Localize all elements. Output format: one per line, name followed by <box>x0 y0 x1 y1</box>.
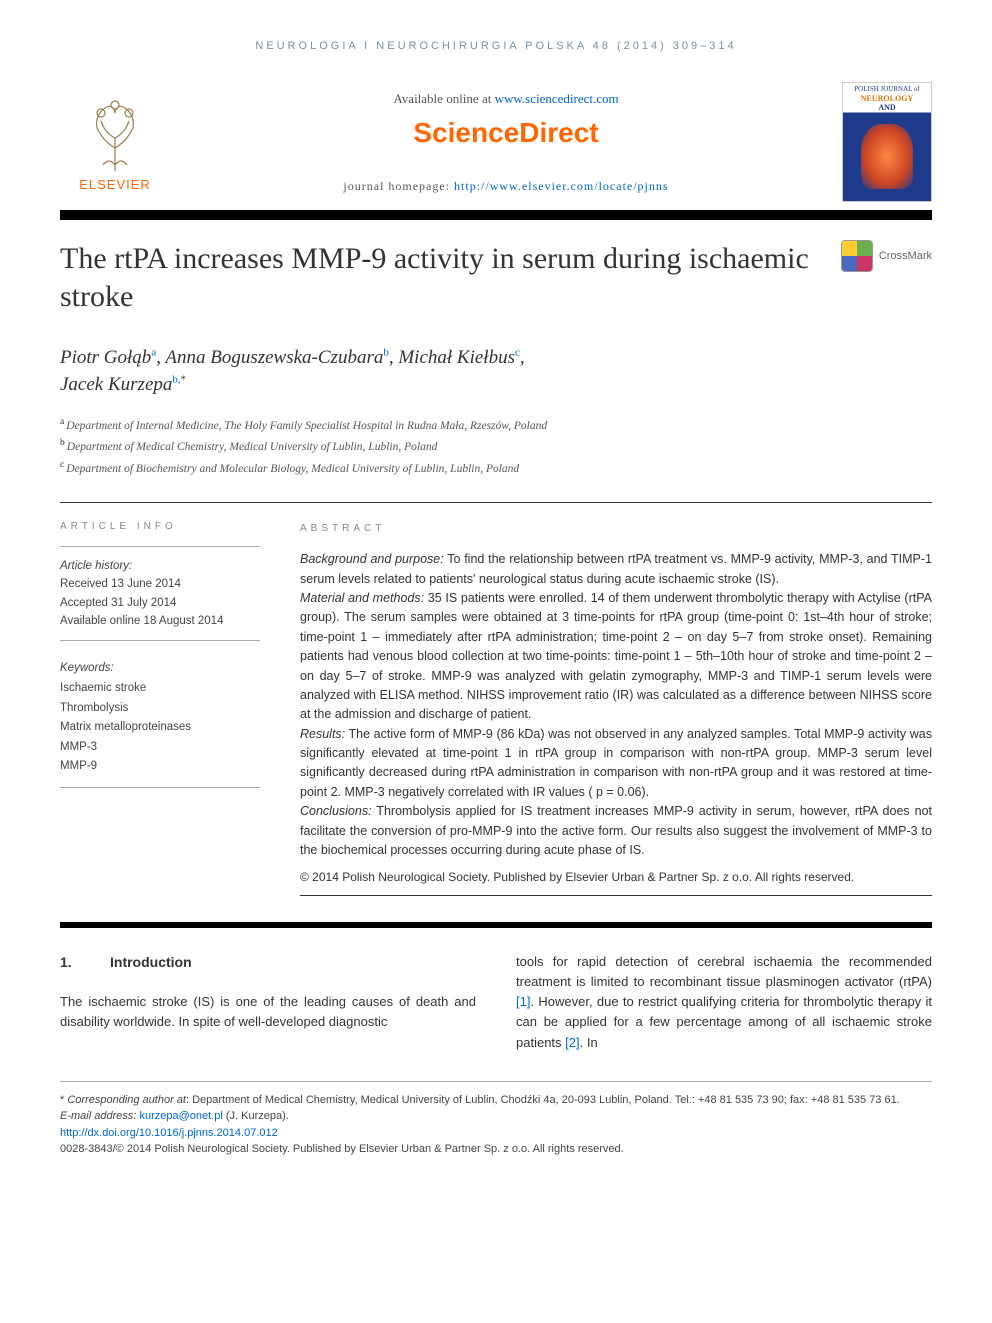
author: Anna Boguszewska-Czubarab <box>165 347 388 368</box>
elsevier-tree-icon <box>75 93 155 173</box>
author: Piotr Gołąba <box>60 347 156 368</box>
section-number: 1. <box>60 952 110 974</box>
author-list: Piotr Gołąba, Anna Boguszewska-Czubarab,… <box>60 345 932 398</box>
footnotes: * Corresponding author at: Department of… <box>60 1081 932 1158</box>
section-heading: 1.Introduction <box>60 952 476 974</box>
keywords-block: Keywords: Ischaemic strokeThrombolysisMa… <box>60 659 260 787</box>
publisher-logo[interactable]: ELSEVIER <box>60 82 170 202</box>
abstract-results: Results: The active form of MMP-9 (86 kD… <box>300 725 932 803</box>
abstract-bottom-rule <box>300 895 932 896</box>
corr-prefix: Corresponding author at <box>67 1094 186 1106</box>
available-online: Available online at www.sciencedirect.co… <box>190 91 822 107</box>
mid-black-rule <box>60 922 932 928</box>
con-label: Conclusions: <box>300 804 372 818</box>
history-received: Received 13 June 2014 <box>60 575 260 593</box>
cover-line2: NEUROLOGY <box>846 94 928 103</box>
author: Michał Kiełbusc <box>398 347 520 368</box>
ref-link-2[interactable]: [2] <box>565 1035 579 1050</box>
journal-homepage: journal homepage: http://www.elsevier.co… <box>190 179 822 194</box>
abstract-label: ABSTRACT <box>300 521 932 537</box>
email-label: E-mail address: <box>60 1110 139 1122</box>
keyword: Ischaemic stroke <box>60 679 260 699</box>
journal-cover-thumbnail[interactable]: POLISH JOURNAL of NEUROLOGY AND NEUROSUR… <box>842 82 932 202</box>
affiliation: cDepartment of Biochemistry and Molecula… <box>60 457 932 478</box>
abstract-background: Background and purpose: To find the rela… <box>300 550 932 589</box>
title-row: The rtPA increases MMP-9 activity in ser… <box>60 240 932 315</box>
corr-text: : Department of Medical Chemistry, Medic… <box>186 1094 900 1106</box>
body-col-2: tools for rapid detection of cerebral is… <box>516 952 932 1053</box>
corresponding-author: * Corresponding author at: Department of… <box>60 1092 932 1109</box>
col2-a: tools for rapid detection of cerebral is… <box>516 954 932 989</box>
abstract-column: ABSTRACT Background and purpose: To find… <box>300 521 932 896</box>
res-text: The active form of MMP-9 (86 kDa) was no… <box>300 727 932 799</box>
info-abstract-row: ARTICLE INFO Article history: Received 1… <box>60 502 932 896</box>
available-prefix: Available online at <box>393 91 494 106</box>
res-label: Results: <box>300 727 345 741</box>
body-columns: 1.Introduction The ischaemic stroke (IS)… <box>60 952 932 1053</box>
ref-link-1[interactable]: [1] <box>516 994 530 1009</box>
email-line: E-mail address: kurzepa@onet.pl (J. Kurz… <box>60 1108 932 1125</box>
email-link[interactable]: kurzepa@onet.pl <box>139 1110 222 1122</box>
keyword: Matrix metalloproteinases <box>60 718 260 738</box>
keyword: Thrombolysis <box>60 699 260 719</box>
article-history: Article history: Received 13 June 2014 A… <box>60 546 260 642</box>
col2-c: . In <box>580 1035 598 1050</box>
publisher-name: ELSEVIER <box>79 177 151 192</box>
crossmark-widget[interactable]: CrossMark <box>841 240 932 272</box>
affiliation-list: aDepartment of Internal Medicine, The Ho… <box>60 414 932 478</box>
history-title: Article history: <box>60 557 260 575</box>
con-text: Thrombolysis applied for IS treatment in… <box>300 804 932 857</box>
history-online: Available online 18 August 2014 <box>60 612 260 630</box>
mm-label: Material and methods: <box>300 591 424 605</box>
keyword: MMP-9 <box>60 757 260 777</box>
issn-copyright: 0028-3843/© 2014 Polish Neurological Soc… <box>60 1141 932 1158</box>
body-col-1: 1.Introduction The ischaemic stroke (IS)… <box>60 952 476 1053</box>
abstract-methods: Material and methods: 35 IS patients wer… <box>300 589 932 725</box>
cover-line1: POLISH JOURNAL of <box>846 86 928 94</box>
sciencedirect-url[interactable]: www.sciencedirect.com <box>495 91 619 106</box>
masthead: ELSEVIER Available online at www.science… <box>60 82 932 202</box>
crossmark-icon <box>841 240 873 272</box>
body-col2-text: tools for rapid detection of cerebral is… <box>516 952 932 1053</box>
article-info-column: ARTICLE INFO Article history: Received 1… <box>60 521 260 896</box>
keywords-title: Keywords: <box>60 659 260 679</box>
running-head: NEUROLOGIA I NEUROCHIRURGIA POLSKA 48 (2… <box>60 40 932 52</box>
affiliation: aDepartment of Internal Medicine, The Ho… <box>60 414 932 435</box>
section-title: Introduction <box>110 954 192 970</box>
keyword: MMP-3 <box>60 738 260 758</box>
doi-link[interactable]: http://dx.doi.org/10.1016/j.pjnns.2014.0… <box>60 1127 278 1139</box>
crossmark-label: CrossMark <box>879 250 932 262</box>
journal-home-link[interactable]: http://www.elsevier.com/locate/pjnns <box>454 179 669 193</box>
cover-figure-icon <box>861 124 914 189</box>
cover-line3: AND NEUROSURGERY <box>846 103 928 121</box>
author: Jacek Kurzepab,* <box>60 374 186 395</box>
abstract-copyright: © 2014 Polish Neurological Society. Publ… <box>300 868 932 887</box>
masthead-center: Available online at www.sciencedirect.co… <box>190 91 822 194</box>
history-accepted: Accepted 31 July 2014 <box>60 594 260 612</box>
top-black-rule <box>60 210 932 220</box>
bg-label: Background and purpose: <box>300 552 444 566</box>
affiliation: bDepartment of Medical Chemistry, Medica… <box>60 435 932 456</box>
email-suffix: (J. Kurzepa). <box>223 1110 289 1122</box>
article-title: The rtPA increases MMP-9 activity in ser… <box>60 240 821 315</box>
article-info-label: ARTICLE INFO <box>60 521 260 532</box>
abstract-conclusions: Conclusions: Thrombolysis applied for IS… <box>300 802 932 860</box>
body-col1-text: The ischaemic stroke (IS) is one of the … <box>60 992 476 1032</box>
sciencedirect-logo[interactable]: ScienceDirect <box>190 117 822 149</box>
mm-text: 35 IS patients were enrolled. 14 of them… <box>300 591 932 721</box>
journal-home-prefix: journal homepage: <box>343 179 454 193</box>
